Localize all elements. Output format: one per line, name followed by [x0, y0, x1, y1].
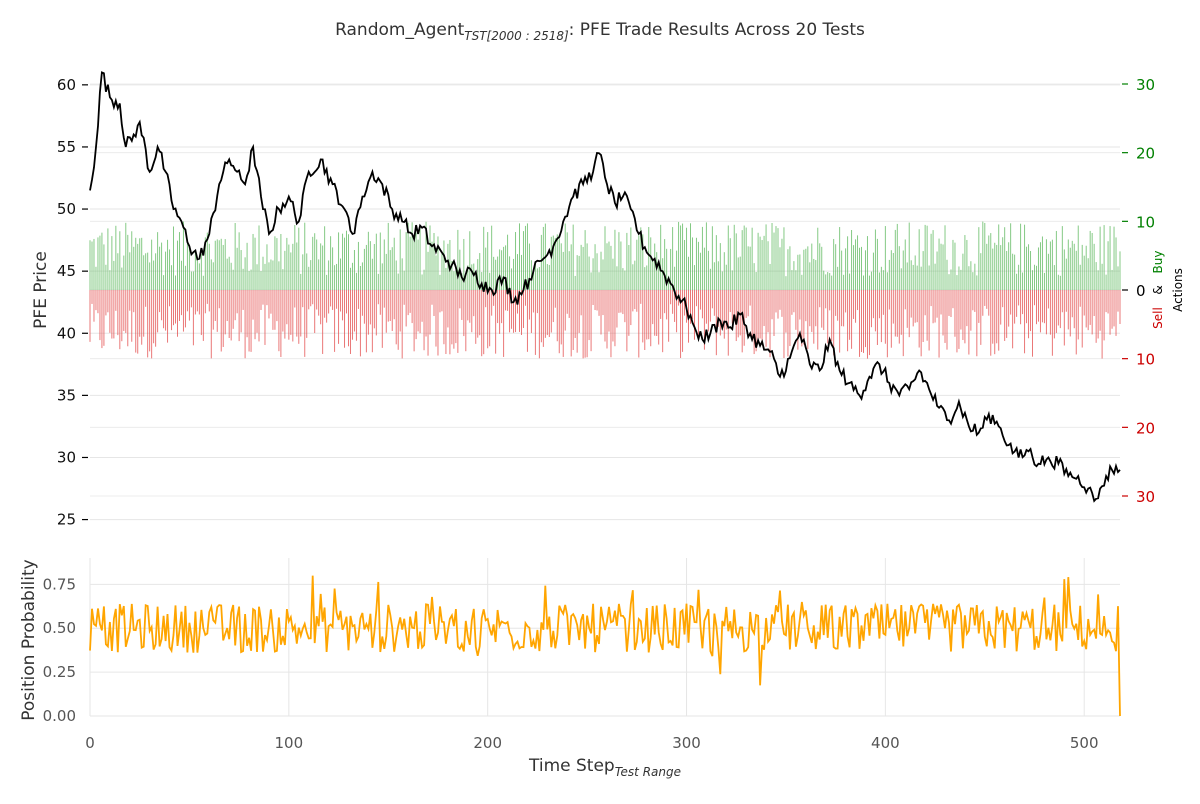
probability-tick-label: 0.50 — [43, 619, 76, 637]
price-tick-label: 50 — [57, 200, 76, 218]
probability-series — [89, 575, 1121, 717]
probability-tick-label: 0.25 — [43, 663, 76, 681]
x-tick-label: 400 — [871, 734, 900, 752]
price-tick-label: 30 — [57, 448, 76, 466]
x-tick-label: 300 — [672, 734, 701, 752]
x-axis-ticks: 0 100 200 300 400 500 — [85, 734, 1098, 752]
x-tick-label: 0 — [85, 734, 95, 752]
x-axis-label: Time StepTest Range — [528, 756, 681, 779]
action-tick-label: 30 — [1136, 488, 1155, 506]
price-tick-label: 55 — [57, 138, 76, 156]
action-tick-label: 20 — [1136, 419, 1155, 437]
action-tick-label: 10 — [1136, 213, 1155, 231]
chart-title-rest: : PFE Trade Results Across 20 Tests — [569, 20, 865, 40]
price-tick-label: 45 — [57, 262, 76, 280]
price-tick-label: 60 — [57, 76, 76, 94]
x-tick-label: 200 — [473, 734, 502, 752]
price-line — [89, 71, 1121, 503]
price-series — [89, 71, 1121, 503]
amp-label: & — [1151, 285, 1165, 294]
probability-axis-ticks: 0.00 0.25 0.50 0.75 — [43, 575, 76, 725]
x-axis-label-main: Time Step — [528, 756, 615, 776]
probability-tick-label: 0.00 — [43, 707, 76, 725]
probability-axis-label: Position Probability — [19, 559, 39, 720]
price-tick-label: 35 — [57, 386, 76, 404]
action-tick-label: 20 — [1136, 145, 1155, 163]
action-tick-label: 30 — [1136, 76, 1155, 94]
action-axis-label: Sell & Buy Actions — [1151, 251, 1185, 329]
action-axis-ticks: 30 20 10 0 10 20 30 — [1122, 76, 1155, 506]
probability-line — [89, 575, 1121, 717]
price-tick-label: 25 — [57, 511, 76, 529]
actions-label: Actions — [1171, 268, 1185, 312]
buy-label: Buy — [1151, 251, 1165, 274]
action-tick-label: 0 — [1136, 282, 1146, 300]
x-axis-label-sub: Test Range — [615, 765, 681, 779]
action-tick-label: 10 — [1136, 351, 1155, 369]
probability-tick-label: 0.75 — [43, 575, 76, 593]
x-tick-label: 500 — [1070, 734, 1099, 752]
sell-label: Sell — [1151, 307, 1165, 329]
price-tick-label: 40 — [57, 324, 76, 342]
chart-title-main: Random_Agent — [335, 20, 465, 40]
x-tick-label: 100 — [275, 734, 304, 752]
chart-title-sub: TST[2000 : 2518] — [464, 29, 569, 43]
chart-title: Random_AgentTST[2000 : 2518]: PFE Trade … — [335, 20, 865, 43]
price-axis-label: PFE Price — [31, 251, 51, 329]
price-axis-ticks: 25 30 35 40 45 50 55 60 — [57, 76, 88, 529]
